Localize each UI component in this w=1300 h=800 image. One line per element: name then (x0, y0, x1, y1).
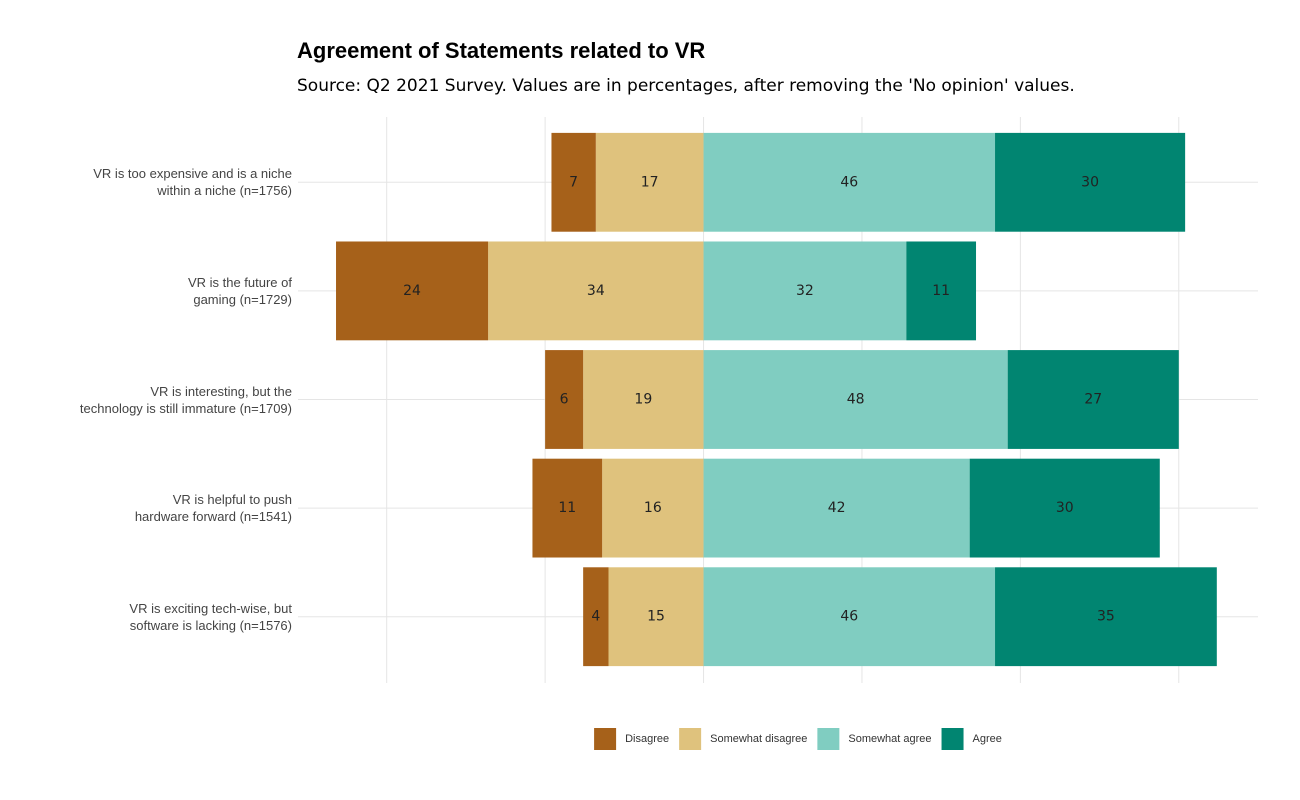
bar-segment (488, 241, 704, 341)
data-label: 24 (403, 283, 421, 299)
data-label: 32 (796, 283, 814, 299)
legend-swatch (941, 728, 964, 750)
bar-segment (703, 567, 996, 667)
data-label: 11 (558, 500, 576, 516)
data-label: 4 (591, 609, 600, 625)
bar-segment (608, 567, 704, 667)
data-label: 34 (587, 283, 605, 299)
bar-segment (336, 241, 489, 341)
data-label: 16 (644, 500, 662, 516)
bar-segment (703, 132, 996, 232)
bar-segment (595, 132, 704, 232)
y-tick-label: VR is too expensive and is a niche withi… (93, 166, 292, 199)
legend-label: Agree (973, 733, 1002, 745)
data-label: 48 (847, 392, 865, 408)
legend-label: Disagree (625, 733, 669, 745)
legend-label: Somewhat agree (848, 733, 931, 745)
bar-segment (703, 350, 1008, 449)
bar-segment (583, 567, 609, 667)
bar-segment (969, 458, 1160, 558)
bar-segment (995, 567, 1217, 667)
data-label: 6 (560, 392, 569, 408)
chart-title: Agreement of Statements related to VR (297, 38, 705, 63)
data-label: 17 (641, 174, 659, 190)
data-label: 19 (634, 392, 652, 408)
legend-swatch (679, 728, 702, 750)
data-label: 35 (1097, 609, 1115, 625)
data-label: 30 (1081, 174, 1099, 190)
data-label: 7 (569, 174, 578, 190)
data-label: 11 (932, 283, 950, 299)
data-label: 46 (840, 174, 858, 190)
bar-segment (703, 458, 970, 558)
bar-segment (906, 241, 977, 341)
bar-segment (602, 458, 704, 558)
bar-segment (1007, 350, 1179, 449)
legend-label: Somewhat disagree (710, 733, 807, 745)
bar-segment (551, 132, 596, 232)
y-tick-label: VR is helpful to push hardware forward (… (134, 492, 292, 525)
bar-segment (583, 350, 704, 449)
data-label: 27 (1084, 392, 1102, 408)
bar-segment (995, 132, 1186, 232)
chart-subtitle: Source: Q2 2021 Survey. Values are in pe… (297, 76, 1075, 96)
data-label: 46 (840, 609, 858, 625)
bar-segment (703, 241, 907, 341)
y-tick-label: VR is the future of gaming (n=1729) (187, 274, 292, 307)
y-tick-label: VR is interesting, but the technology is… (79, 383, 292, 416)
data-label: 42 (828, 500, 846, 516)
legend-swatch (594, 728, 617, 750)
bar-segment (545, 350, 584, 449)
bar-segment (532, 458, 603, 558)
data-label: 30 (1056, 500, 1074, 516)
y-tick-label: VR is exciting tech-wise, but software i… (129, 600, 292, 633)
legend-swatch (817, 728, 840, 750)
data-label: 15 (647, 609, 665, 625)
